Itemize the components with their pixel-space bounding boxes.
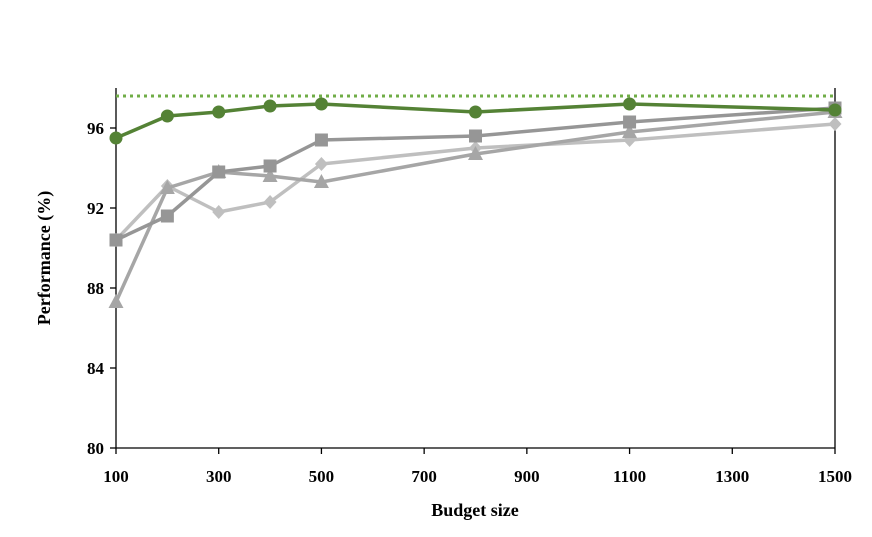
x-axis-title: Budget size bbox=[431, 500, 519, 520]
data-point-circle bbox=[160, 109, 174, 123]
series-circle bbox=[109, 97, 842, 145]
series-line bbox=[115, 106, 836, 242]
data-point-square bbox=[212, 165, 226, 179]
data-point-circle bbox=[469, 105, 482, 119]
series-line bbox=[114, 110, 836, 303]
series-line bbox=[115, 102, 836, 140]
y-tick-label: 92 bbox=[87, 199, 104, 218]
data-point-square bbox=[469, 129, 482, 143]
data-point-diamond bbox=[263, 195, 277, 209]
series-layer bbox=[108, 97, 843, 308]
data-point-square bbox=[623, 115, 637, 129]
data-point-circle bbox=[263, 99, 277, 113]
data-point-square bbox=[314, 133, 328, 147]
data-point-triangle bbox=[313, 174, 329, 188]
data-point-circle bbox=[109, 131, 123, 145]
data-point-diamond bbox=[314, 157, 328, 171]
data-point-circle bbox=[212, 105, 226, 119]
y-tick-label: 88 bbox=[87, 279, 104, 298]
axes: 80 84 88 92 96 100 300 500 700 900 1100 1300 1500 bbox=[87, 88, 852, 486]
data-point-square bbox=[263, 159, 277, 173]
data-point-triangle bbox=[262, 168, 278, 182]
data-point-triangle bbox=[159, 180, 175, 194]
data-point-square bbox=[160, 209, 174, 223]
x-tick-label: 700 bbox=[411, 467, 437, 486]
data-point-triangle bbox=[108, 294, 124, 308]
y-tick-label: 96 bbox=[87, 119, 104, 138]
series-line bbox=[114, 122, 836, 242]
data-point-square bbox=[109, 233, 123, 247]
data-point-circle bbox=[623, 97, 637, 111]
x-tick-label: 900 bbox=[514, 467, 540, 486]
data-point-circle bbox=[314, 97, 328, 111]
x-tick-label: 300 bbox=[206, 467, 232, 486]
x-tick-label: 1100 bbox=[613, 467, 646, 486]
x-tick-label: 500 bbox=[309, 467, 335, 486]
data-point-diamond bbox=[828, 117, 842, 131]
data-point-circle bbox=[828, 103, 842, 117]
y-tick-label: 80 bbox=[87, 439, 104, 458]
data-point-diamond bbox=[212, 205, 226, 219]
data-point-triangle bbox=[468, 146, 483, 160]
x-tick-label: 1300 bbox=[715, 467, 749, 486]
data-point-triangle bbox=[622, 124, 638, 138]
y-tick-label: 84 bbox=[87, 359, 105, 378]
x-tick-label: 1500 bbox=[818, 467, 852, 486]
x-tick-label: 100 bbox=[103, 467, 129, 486]
y-axis-title: Performance (%) bbox=[34, 191, 55, 325]
